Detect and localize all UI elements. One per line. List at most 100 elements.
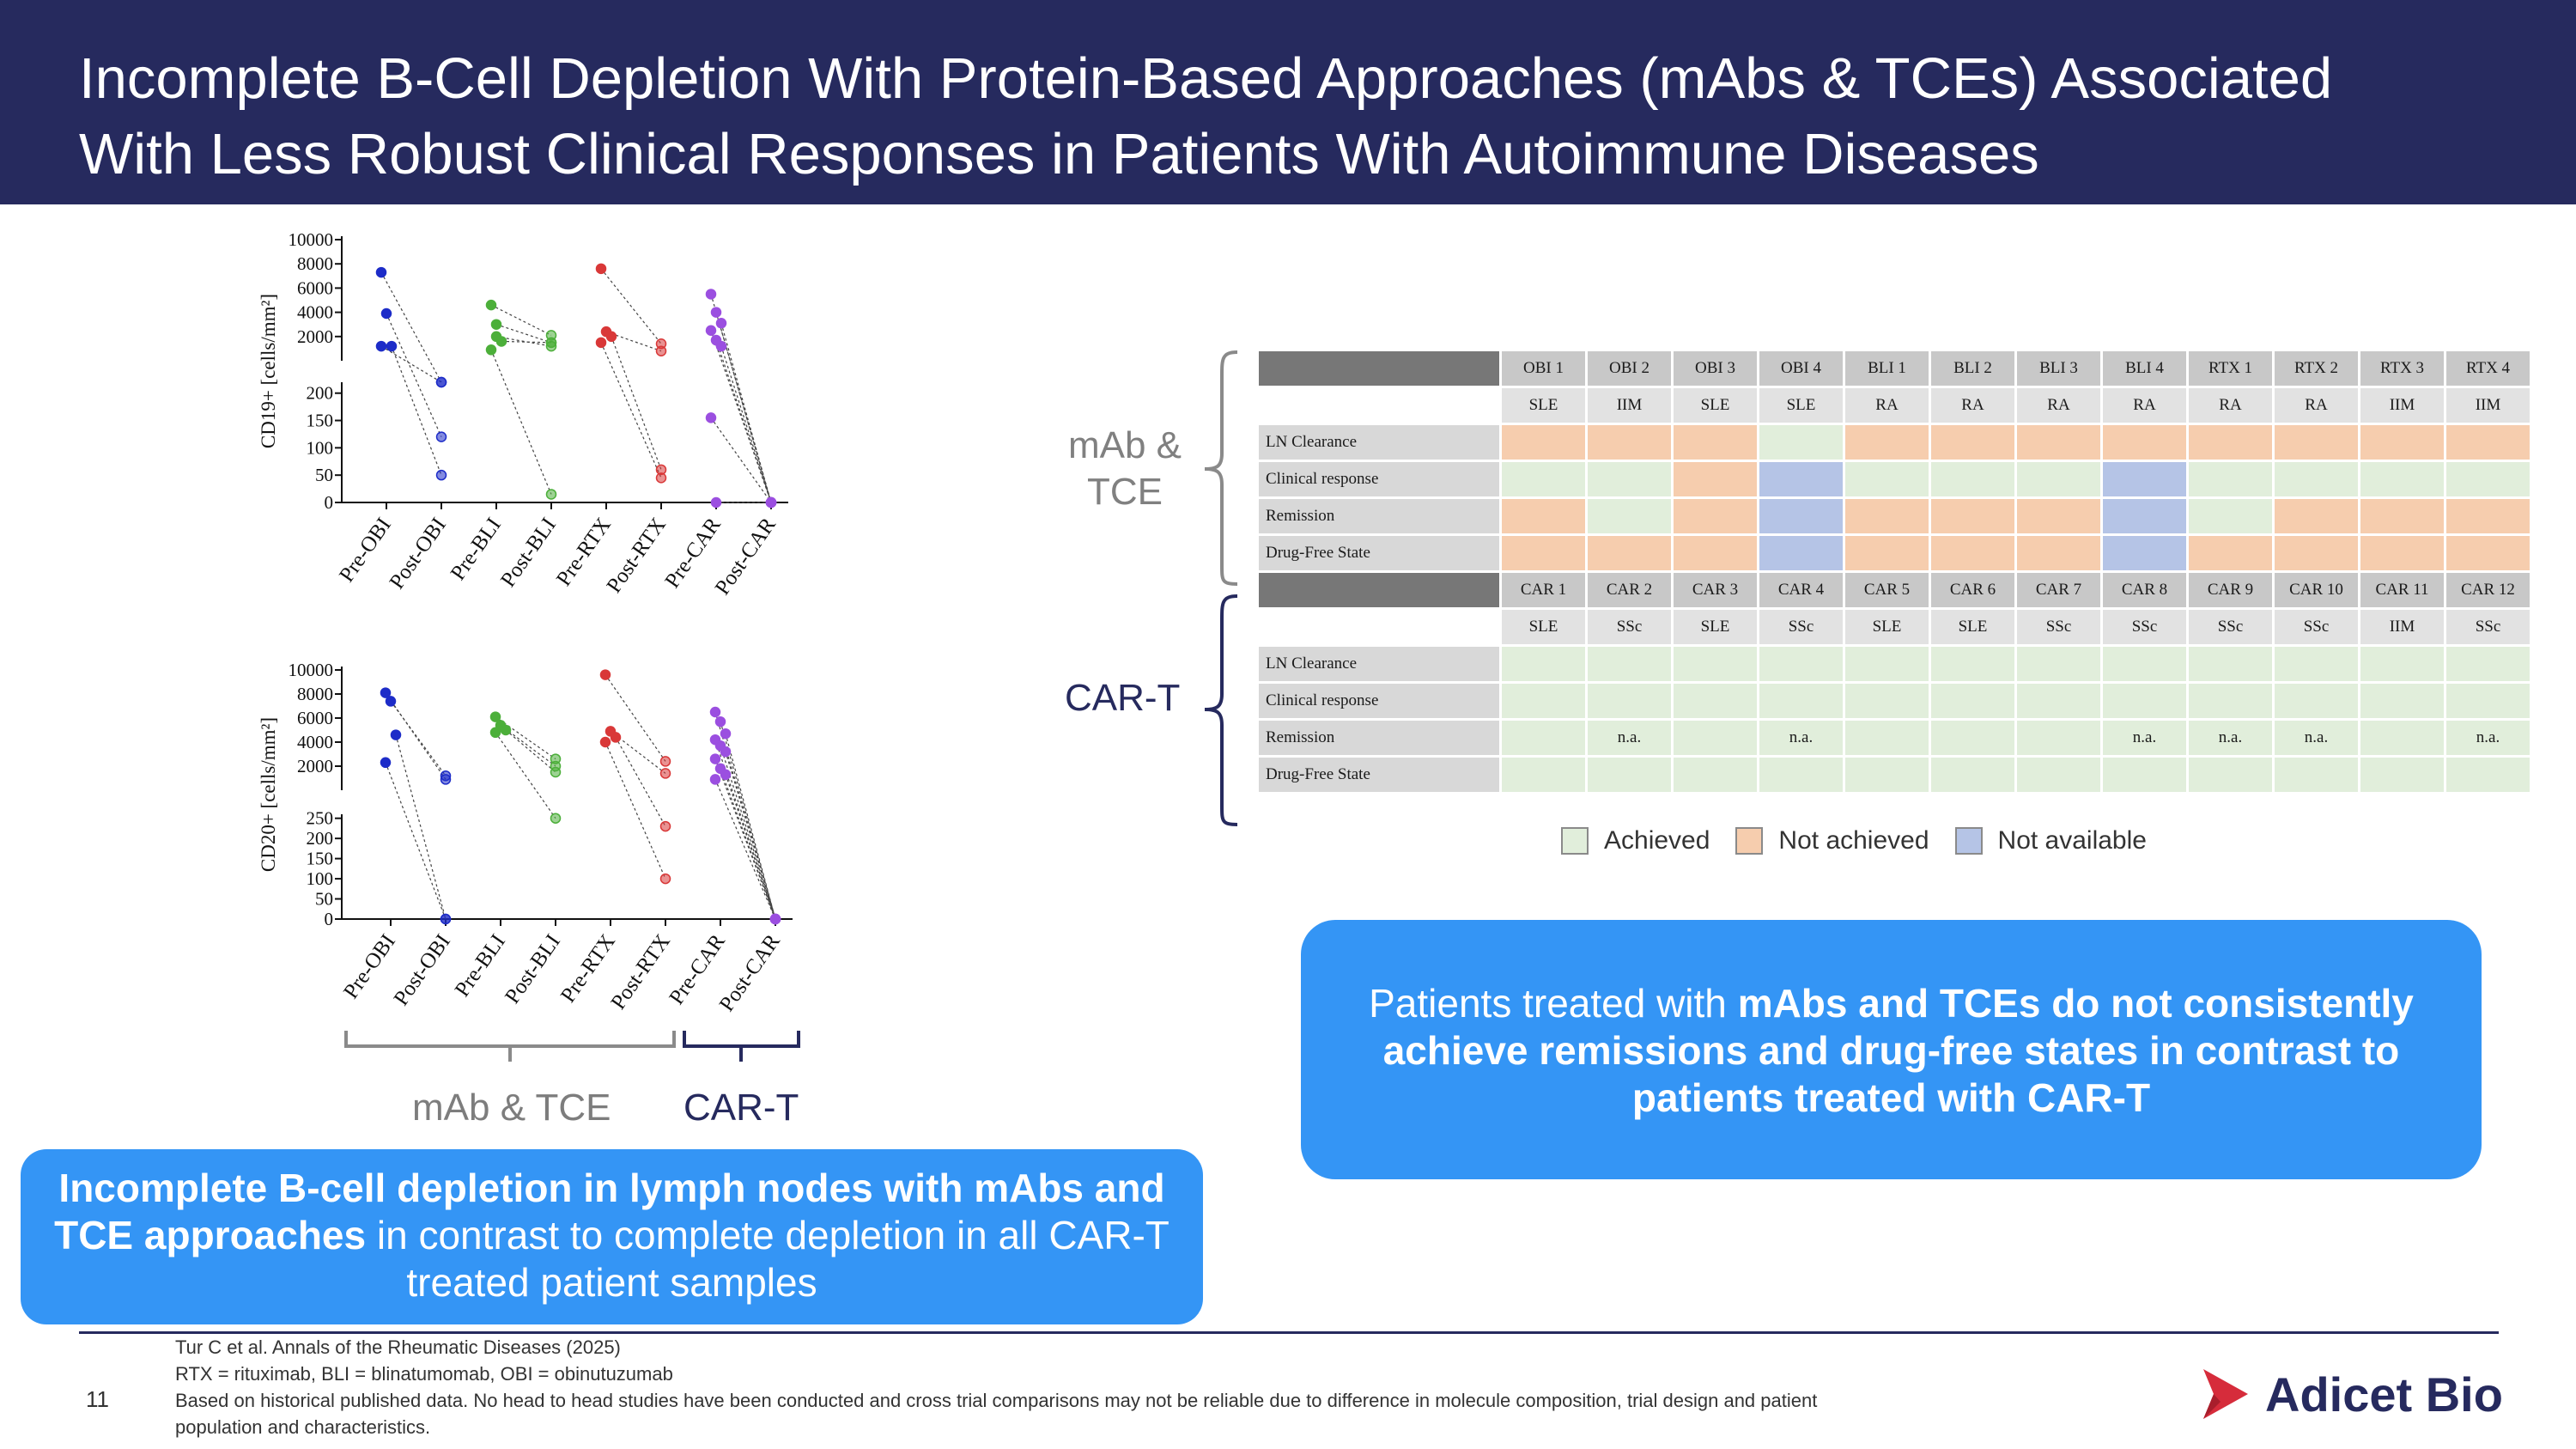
y-tick-label: 4000 <box>297 302 333 323</box>
pre-point <box>599 669 611 680</box>
mab-status-cell <box>2446 499 2530 533</box>
car-status-cell <box>1502 647 1585 681</box>
pre-point <box>485 344 497 356</box>
post-point <box>655 472 667 484</box>
mab-disease-blank <box>1259 388 1499 423</box>
mab-status-cell <box>2103 425 2186 460</box>
mab-status-cell <box>1931 425 2014 460</box>
mab-row-label: Remission <box>1259 499 1499 533</box>
table-mab-tce-label: mAb & TCE <box>1067 424 1182 513</box>
y-tick-label: 2000 <box>297 326 333 347</box>
mab-status-cell <box>2360 536 2444 570</box>
mab-disease-4: SLE <box>1759 388 1843 423</box>
car-status-cell <box>1674 684 1757 718</box>
mab-status-cell <box>2360 499 2444 533</box>
car-row-label: Drug-Free State <box>1259 758 1499 792</box>
mab-disease-7: RA <box>2017 388 2100 423</box>
company-logo: Adicet Bio <box>2195 1364 2503 1424</box>
car-row-label: Remission <box>1259 721 1499 755</box>
car-status-cell <box>2189 684 2272 718</box>
pair-connector <box>611 336 662 471</box>
pre-point <box>720 728 732 740</box>
y-tick-label: 150 <box>307 411 334 431</box>
post-point <box>435 469 447 481</box>
car-patient-11: CAR 11 <box>2360 573 2444 607</box>
mab-status-cell <box>2275 536 2358 570</box>
slide-title-line-1: Incomplete B-Cell Depletion With Protein… <box>79 46 2333 111</box>
post-point <box>659 768 671 779</box>
legend-achieved-label: Achieved <box>1604 826 1710 855</box>
mab-status-cell <box>1502 462 1585 496</box>
mab-status-cell <box>2446 425 2530 460</box>
car-disease-9: SSc <box>2189 610 2272 644</box>
y-axis-label: CD20+ [cells/mm²] <box>258 717 279 872</box>
pre-point <box>709 706 721 718</box>
pre-point <box>380 757 392 769</box>
mab-status-cell <box>2017 462 2100 496</box>
car-status-cell <box>2360 721 2444 755</box>
pair-connector <box>615 737 666 827</box>
car-patient-5: CAR 5 <box>1845 573 1929 607</box>
car-status-cell <box>2017 684 2100 718</box>
results-table-grid: OBI 1 OBI 2 OBI 3 OBI 4 BLI 1 BLI 2 BLI 3 BLI 4… <box>1256 349 2532 795</box>
car-disease-10: SSc <box>2275 610 2358 644</box>
pair-connector <box>720 721 776 920</box>
pair-connector <box>720 345 772 503</box>
pre-point <box>380 307 392 320</box>
title-banner: Incomplete B-Cell Depletion With Protein… <box>0 0 2576 204</box>
mab-patient-8: BLI 4 <box>2103 351 2186 386</box>
table-legend: Achieved Not achieved Not available <box>1561 826 2172 855</box>
mab-status-cell <box>1931 536 2014 570</box>
y-tick-label: 50 <box>315 889 333 910</box>
mab-disease-9: RA <box>2189 388 2272 423</box>
legend-not-available-label: Not available <box>1997 826 2147 855</box>
pair-connector <box>720 323 772 503</box>
car-status-cell <box>1502 684 1585 718</box>
car-status-cell <box>1931 684 2014 718</box>
mab-status-cell <box>1588 425 1671 460</box>
slide-title: Incomplete B-Cell Depletion With Protein… <box>79 41 2535 192</box>
pair-connector <box>490 304 552 336</box>
pair-connector <box>715 339 772 503</box>
car-status-cell <box>1588 647 1671 681</box>
x-tick-label: Post-OBI <box>386 514 451 594</box>
car-status-cell <box>2103 684 2186 718</box>
pair-connector <box>720 746 776 920</box>
mab-status-cell <box>1588 462 1671 496</box>
car-status-cell <box>1845 647 1929 681</box>
mab-status-cell <box>2017 536 2100 570</box>
pair-connector <box>505 729 556 773</box>
car-status-cell <box>2189 647 2272 681</box>
car-status-cell: n.a. <box>2189 721 2272 755</box>
car-disease-8: SSc <box>2103 610 2186 644</box>
mab-tce-brace <box>1204 350 1238 586</box>
post-point <box>435 431 447 442</box>
pre-point <box>610 732 622 743</box>
post-point <box>545 489 557 500</box>
pair-connector <box>710 330 772 503</box>
mab-status-cell <box>1588 499 1671 533</box>
pair-connector <box>725 752 776 920</box>
mab-row-label: Clinical response <box>1259 462 1499 496</box>
mab-disease-5: RA <box>1845 388 1929 423</box>
car-status-cell <box>2275 647 2358 681</box>
mab-patient-1: OBI 1 <box>1502 351 1585 386</box>
mab-status-cell <box>2103 499 2186 533</box>
mab-disease-8: RA <box>2103 388 2186 423</box>
car-status-cell <box>2103 758 2186 792</box>
legend-not-achieved-swatch <box>1735 827 1764 855</box>
mab-status-cell <box>1759 425 1843 460</box>
y-tick-label: 6000 <box>297 277 333 298</box>
mab-row-label: Drug-Free State <box>1259 536 1499 570</box>
pre-point <box>390 729 402 740</box>
mab-patient-9: RTX 1 <box>2189 351 2272 386</box>
car-status-cell <box>1845 721 1929 755</box>
car-status-cell <box>1931 721 2014 755</box>
car-patient-8: CAR 8 <box>2103 573 2186 607</box>
x-tick-label: Pre-OBI <box>339 930 400 1003</box>
car-status-cell <box>1502 758 1585 792</box>
mab-patient-11: RTX 3 <box>2360 351 2444 386</box>
pre-point <box>599 736 611 748</box>
post-point <box>550 766 562 778</box>
post-point <box>440 770 452 782</box>
